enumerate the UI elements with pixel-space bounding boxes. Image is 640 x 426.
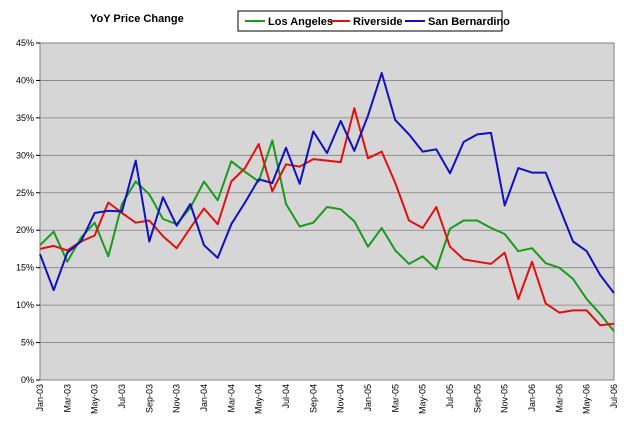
legend-label: San Bernardino [428, 16, 510, 28]
x-tick-label: May-03 [90, 384, 100, 414]
x-tick-label: Sep-04 [308, 384, 318, 413]
x-tick-label: Jul-05 [445, 384, 455, 409]
x-tick-label: May-05 [418, 384, 428, 414]
y-tick-label: 40% [16, 75, 34, 85]
y-tick-label: 30% [16, 150, 34, 160]
y-tick-label: 20% [16, 225, 34, 235]
x-tick-label: Jan-06 [527, 384, 537, 412]
x-tick-label: Jan-03 [35, 384, 45, 412]
y-tick-label: 5% [21, 338, 34, 348]
x-tick-label: Jul-04 [281, 384, 291, 409]
x-tick-label: Nov-04 [336, 384, 346, 413]
x-tick-label: Jan-04 [199, 384, 209, 412]
x-tick-label: Sep-05 [472, 384, 482, 413]
x-tick-label: Mar-04 [226, 384, 236, 413]
series-line [39, 72, 615, 294]
x-tick-label: Nov-03 [172, 384, 182, 413]
x-tick-label: May-06 [582, 384, 592, 414]
x-tick-label: Jul-03 [117, 384, 127, 409]
plot-area [39, 42, 615, 381]
x-tick-label: Mar-06 [554, 384, 564, 413]
y-tick-label: 0% [21, 375, 34, 385]
series-line [39, 107, 615, 327]
series-line [39, 139, 615, 332]
x-tick-label: Jul-06 [609, 384, 619, 409]
x-tick-label: Mar-05 [390, 384, 400, 413]
legend-label: Riverside [353, 16, 403, 28]
x-tick-label: Mar-03 [62, 384, 72, 413]
legend [237, 10, 503, 32]
y-tick-label: 25% [16, 188, 34, 198]
x-tick-label: Nov-05 [500, 384, 510, 413]
x-tick-label: Sep-03 [144, 384, 154, 413]
y-tick-label: 45% [16, 38, 34, 48]
x-tick-label: May-04 [254, 384, 264, 414]
chart-title: YoY Price Change [90, 13, 184, 25]
y-tick-label: 15% [16, 263, 34, 273]
y-tick-label: 10% [16, 300, 34, 310]
legend-label: Los Angeles [268, 16, 333, 28]
y-tick-label: 35% [16, 113, 34, 123]
x-tick-label: Jan-05 [363, 384, 373, 412]
